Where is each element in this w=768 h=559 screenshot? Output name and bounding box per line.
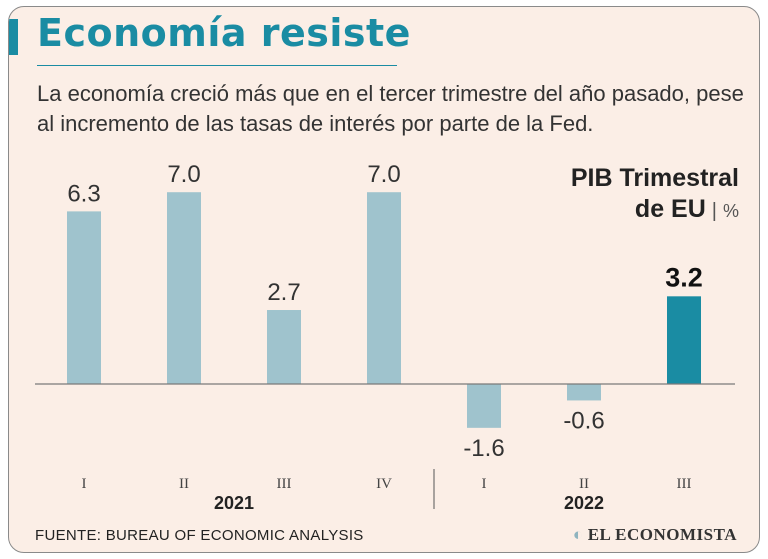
category-tick-label-7: III xyxy=(677,476,692,492)
chart-label-separator: | xyxy=(711,200,717,222)
bar-3 xyxy=(267,310,301,384)
bar-value-label-3: 2.7 xyxy=(267,279,300,306)
chart-label-unit: % xyxy=(722,201,739,221)
year-label-2021: 2021 xyxy=(214,493,254,513)
category-tick-label-1: I xyxy=(82,476,87,492)
title-accent-bar xyxy=(9,19,18,55)
brand-name: EL ECONOMISTA xyxy=(587,525,737,544)
title-divider xyxy=(37,65,397,66)
bar-value-label-7: 3.2 xyxy=(665,262,703,292)
category-tick-label-6: II xyxy=(579,476,589,492)
category-tick-label-5: I xyxy=(482,476,487,492)
category-tick-label-2: II xyxy=(179,476,189,492)
brand-logo: ◐ EL ECONOMISTA xyxy=(573,525,737,545)
bar-4 xyxy=(367,192,401,384)
bar-7 xyxy=(667,296,701,384)
chart-card: Economía resiste La economía creció más … xyxy=(8,6,760,553)
bar-value-label-5: -1.6 xyxy=(463,435,504,462)
page-title: Economía resiste xyxy=(37,11,411,55)
bar-2 xyxy=(167,192,201,384)
category-tick-label-3: III xyxy=(277,476,292,492)
bar-1 xyxy=(67,211,101,384)
bar-value-label-4: 7.0 xyxy=(367,161,400,188)
year-label-2022: 2022 xyxy=(564,493,604,513)
chart-label: PIB Trimestral de EU |% xyxy=(571,163,739,225)
chart-label-line1: PIB Trimestral xyxy=(570,164,739,192)
subtitle: La economía creció más que en el tercer … xyxy=(37,81,744,136)
bar-value-label-2: 7.0 xyxy=(167,161,200,188)
bar-6 xyxy=(567,384,601,401)
bar-chart: 6.3 I 7.0 II 2.7 III 7.0 IV -1.6 I -0.6 II 3.2 III 202… xyxy=(35,161,735,513)
bar-value-label-1: 6.3 xyxy=(67,180,100,207)
bar-5 xyxy=(467,384,501,428)
bar-value-label-6: -0.6 xyxy=(563,407,604,434)
globe-icon: ◐ xyxy=(572,525,584,544)
chart-label-line2: de EU xyxy=(634,195,706,223)
source-note: FUENTE: BUREAU OF ECONOMIC ANALYSIS xyxy=(35,527,364,544)
category-tick-label-4: IV xyxy=(376,476,392,492)
